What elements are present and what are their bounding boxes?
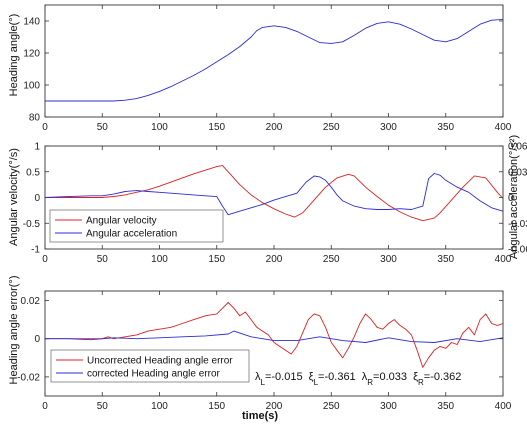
panel2-xtick-label: 100 bbox=[151, 254, 168, 265]
panel2-xtick-label: 400 bbox=[495, 254, 512, 265]
panel2-xtick-label: 300 bbox=[380, 254, 397, 265]
panel2-y2tick-label: 0.06 bbox=[508, 142, 527, 153]
panel1-xtick-label: 300 bbox=[380, 122, 397, 133]
panel2-xtick-label: 250 bbox=[323, 254, 340, 265]
panel1-xtick-label: 50 bbox=[97, 122, 109, 133]
panel2-series-angular-acceleration bbox=[44, 173, 504, 216]
lambda-r-value: 0.033 bbox=[379, 371, 407, 383]
panel2-legend-box bbox=[49, 209, 224, 243]
panel2-series-angular-velocity bbox=[45, 165, 504, 222]
panel1-axes: 0 50 100 150 200 250 300 350 400 80 100 120 140 bbox=[23, 4, 512, 133]
panel2-y2tick-label: 0.03 bbox=[508, 167, 527, 178]
panel3-ytick-label: -0.02 bbox=[17, 372, 40, 383]
panel3-xtick-label: 150 bbox=[208, 401, 225, 412]
panel2-ytick-label: 1 bbox=[34, 142, 40, 153]
panel1-ytick-label: 140 bbox=[23, 17, 40, 28]
panel3-xtick-label: 250 bbox=[323, 401, 340, 412]
panel2-axes: 0 50 100 150 200 250 300 350 400 -1 -0.5 0 0.5 1 -0.06… bbox=[23, 142, 527, 266]
panel2-y2tick-label: 0 bbox=[508, 193, 514, 204]
panel3-xtick-label: 300 bbox=[380, 401, 397, 412]
panel2-legend: Angular velocity Angular acceleration bbox=[49, 209, 224, 243]
panel3-xtick-label: 200 bbox=[266, 401, 283, 412]
panel3-xtick-label: 350 bbox=[437, 401, 454, 412]
panel2-xtick-label: 50 bbox=[97, 254, 109, 265]
panel1-xtick-label: 0 bbox=[42, 122, 48, 133]
panel3-xtick-label: 0 bbox=[42, 401, 48, 412]
panel3-legend: Uncorrected Heading angle error corrected… bbox=[50, 349, 250, 383]
lambda-l-value: -0.015 bbox=[271, 371, 302, 383]
panel3-xtick-label: 100 bbox=[151, 401, 168, 412]
panel3-xtick-label: 50 bbox=[97, 401, 109, 412]
panel2-ytick-label: 0 bbox=[34, 193, 40, 204]
panel2-xtick-label: 0 bbox=[42, 254, 48, 265]
panel3-ylabel: Heading angle error(°) bbox=[8, 276, 20, 385]
panel2-xtick-label: 150 bbox=[208, 254, 225, 265]
panel2-ytick-label: 0.5 bbox=[26, 167, 40, 178]
panel2-y2label: Angular acceleration(°/s²) bbox=[508, 135, 520, 259]
panel1-xtick-label: 150 bbox=[208, 122, 225, 133]
panel1-ylabel: Heading angle(°) bbox=[8, 14, 20, 97]
panel3-xtick-label: 400 bbox=[495, 401, 512, 412]
panel2-ylabel: Angular velocity(°/s) bbox=[8, 148, 20, 246]
panel2-xtick-label: 200 bbox=[266, 254, 283, 265]
panel1-xtick-label: 400 bbox=[495, 122, 512, 133]
panel1-xtick-label: 350 bbox=[437, 122, 454, 133]
panel1-xtick-label: 100 bbox=[151, 122, 168, 133]
panel3-annotation: λL=-0.015 ξL=-0.361 λR=0.033 ξR=-0.362 bbox=[255, 371, 461, 387]
panel1-xtick-label: 200 bbox=[266, 122, 283, 133]
panel2-ytick-label: -1 bbox=[31, 245, 40, 256]
panel2-ytick-label: -0.5 bbox=[23, 219, 41, 230]
panel1-xtick-label: 250 bbox=[323, 122, 340, 133]
xi-r-value: -0.362 bbox=[430, 371, 461, 383]
panel1-plot-area bbox=[45, 5, 503, 117]
panel3-axes: 0 50 100 150 200 250 300 350 400 -0.02 0 0.02 Uncorr… bbox=[17, 290, 512, 412]
panel1-series-line-0 bbox=[45, 18, 504, 102]
panel2-y2tick-label: -0.06 bbox=[508, 245, 527, 256]
panel2-frame bbox=[44, 145, 504, 250]
panel2-y2tick-label: -0.03 bbox=[508, 219, 527, 230]
xi-l-value: -0.361 bbox=[324, 371, 355, 383]
panel3-legend-label: corrected Heading angle error bbox=[87, 369, 221, 380]
panel3-series-uncorrected-heading-angle-error bbox=[45, 302, 504, 368]
panel2-legend-label: Angular velocity bbox=[86, 216, 157, 227]
panel3-series-corrected-heading-angle-error bbox=[45, 330, 504, 343]
panel3-ytick-label: 0.02 bbox=[21, 296, 41, 307]
panel3-ytick-label: 0 bbox=[34, 334, 40, 345]
panel2-legend-label: Angular acceleration bbox=[86, 229, 177, 240]
panel1-ytick-label: 120 bbox=[23, 49, 40, 60]
panel3-frame bbox=[44, 290, 504, 397]
panel1-ytick-label: 100 bbox=[23, 81, 40, 92]
panel3-legend-box bbox=[50, 349, 250, 383]
panel3-xlabel: time(s) bbox=[242, 410, 278, 422]
panel3-legend-label: Uncorrected Heading angle error bbox=[87, 356, 233, 367]
panel1-frame bbox=[44, 4, 504, 118]
panel1-ytick-label: 80 bbox=[29, 113, 41, 124]
panel2-xtick-label: 350 bbox=[437, 254, 454, 265]
